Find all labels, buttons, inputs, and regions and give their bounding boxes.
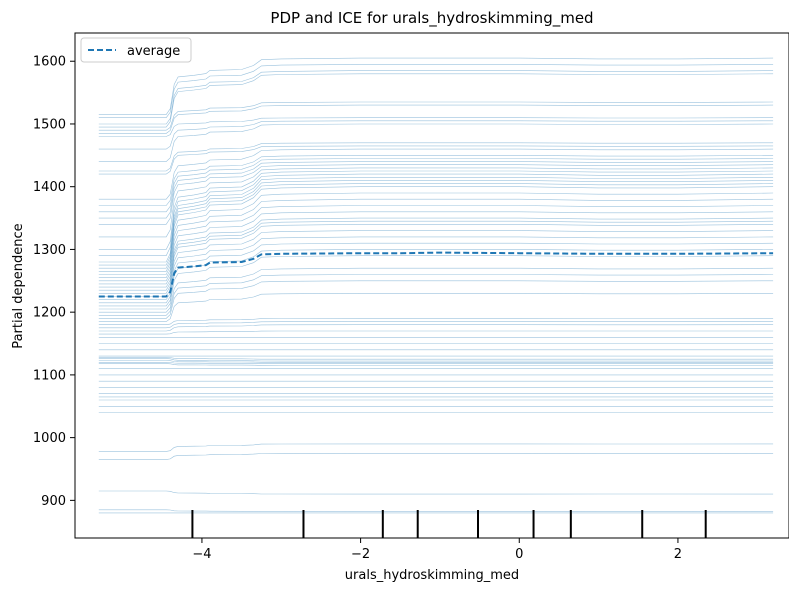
x-tick-label: −4 bbox=[192, 547, 211, 562]
ice-line bbox=[98, 356, 774, 360]
ice-line bbox=[98, 192, 774, 275]
chart-title: PDP and ICE for urals_hydroskimming_med bbox=[270, 9, 593, 28]
y-axis-ticks: 900 1000 1100 1200 1300 1400 1500 1600 bbox=[33, 55, 75, 509]
ice-line bbox=[98, 57, 774, 115]
y-tick-label: 1600 bbox=[33, 55, 66, 70]
ice-line bbox=[98, 363, 774, 366]
ice-line bbox=[98, 205, 774, 282]
ice-line bbox=[98, 158, 774, 213]
y-tick-label: 1200 bbox=[33, 306, 66, 321]
ice-line bbox=[98, 217, 774, 288]
ice-line bbox=[98, 101, 774, 131]
ice-line bbox=[98, 180, 774, 266]
ice-line bbox=[98, 117, 774, 137]
ice-line bbox=[98, 490, 774, 495]
x-axis-ticks: −4 −2 0 2 bbox=[192, 538, 682, 562]
ice-line bbox=[98, 255, 774, 310]
average-line-layer bbox=[98, 251, 774, 298]
ice-line bbox=[98, 230, 774, 297]
ice-line bbox=[98, 249, 774, 307]
ice-line bbox=[98, 292, 774, 322]
ice-line bbox=[98, 173, 774, 256]
ice-line bbox=[98, 148, 774, 200]
ice-line bbox=[98, 64, 774, 118]
ice-line bbox=[98, 443, 774, 452]
ice-line bbox=[98, 170, 774, 250]
y-tick-label: 1100 bbox=[33, 368, 66, 383]
ice-line bbox=[98, 361, 774, 364]
ice-line bbox=[98, 70, 774, 125]
plot-frame bbox=[74, 32, 789, 539]
ice-line bbox=[98, 161, 774, 219]
ice-line bbox=[98, 324, 774, 332]
x-tick-label: −2 bbox=[351, 547, 370, 562]
ice-line bbox=[98, 198, 774, 279]
ice-line bbox=[98, 330, 774, 335]
average-pdp-line bbox=[98, 251, 774, 298]
ice-line bbox=[98, 452, 774, 460]
ice-line bbox=[98, 321, 774, 329]
legend: average bbox=[80, 37, 192, 63]
ice-line bbox=[98, 224, 774, 294]
ice-line bbox=[98, 177, 774, 263]
y-tick-label: 1000 bbox=[33, 431, 66, 446]
ice-line bbox=[98, 274, 774, 316]
x-tick-label: 0 bbox=[515, 547, 523, 562]
rug-layer bbox=[191, 510, 707, 538]
ice-line bbox=[98, 123, 774, 162]
ice-line bbox=[98, 104, 774, 134]
ice-line bbox=[98, 360, 774, 363]
y-tick-label: 1500 bbox=[33, 117, 66, 132]
ice-line bbox=[98, 358, 774, 362]
ice-line bbox=[98, 186, 774, 272]
y-axis-label: Partial dependence bbox=[11, 223, 26, 348]
y-tick-label: 900 bbox=[41, 494, 66, 509]
y-tick-label: 1400 bbox=[33, 180, 66, 195]
ice-line bbox=[98, 145, 774, 175]
ice-line bbox=[98, 155, 774, 206]
ice-line bbox=[98, 318, 774, 326]
ice-line bbox=[98, 211, 774, 285]
ice-lines-layer bbox=[98, 57, 774, 514]
ice-line bbox=[98, 120, 774, 150]
x-tick-label: 2 bbox=[674, 547, 682, 562]
ice-line bbox=[98, 509, 774, 513]
ice-line bbox=[98, 220, 774, 291]
legend-average-label: average bbox=[127, 44, 180, 59]
ice-line bbox=[98, 142, 774, 172]
legend-box bbox=[80, 37, 192, 63]
ice-line bbox=[98, 183, 774, 269]
ice-line bbox=[98, 167, 774, 238]
ice-line bbox=[98, 164, 774, 225]
ice-line bbox=[98, 280, 774, 319]
x-axis-label: urals_hydroskimming_med bbox=[345, 568, 519, 583]
y-tick-label: 1300 bbox=[33, 243, 66, 258]
ice-line bbox=[98, 267, 774, 313]
ice-line bbox=[98, 73, 774, 128]
